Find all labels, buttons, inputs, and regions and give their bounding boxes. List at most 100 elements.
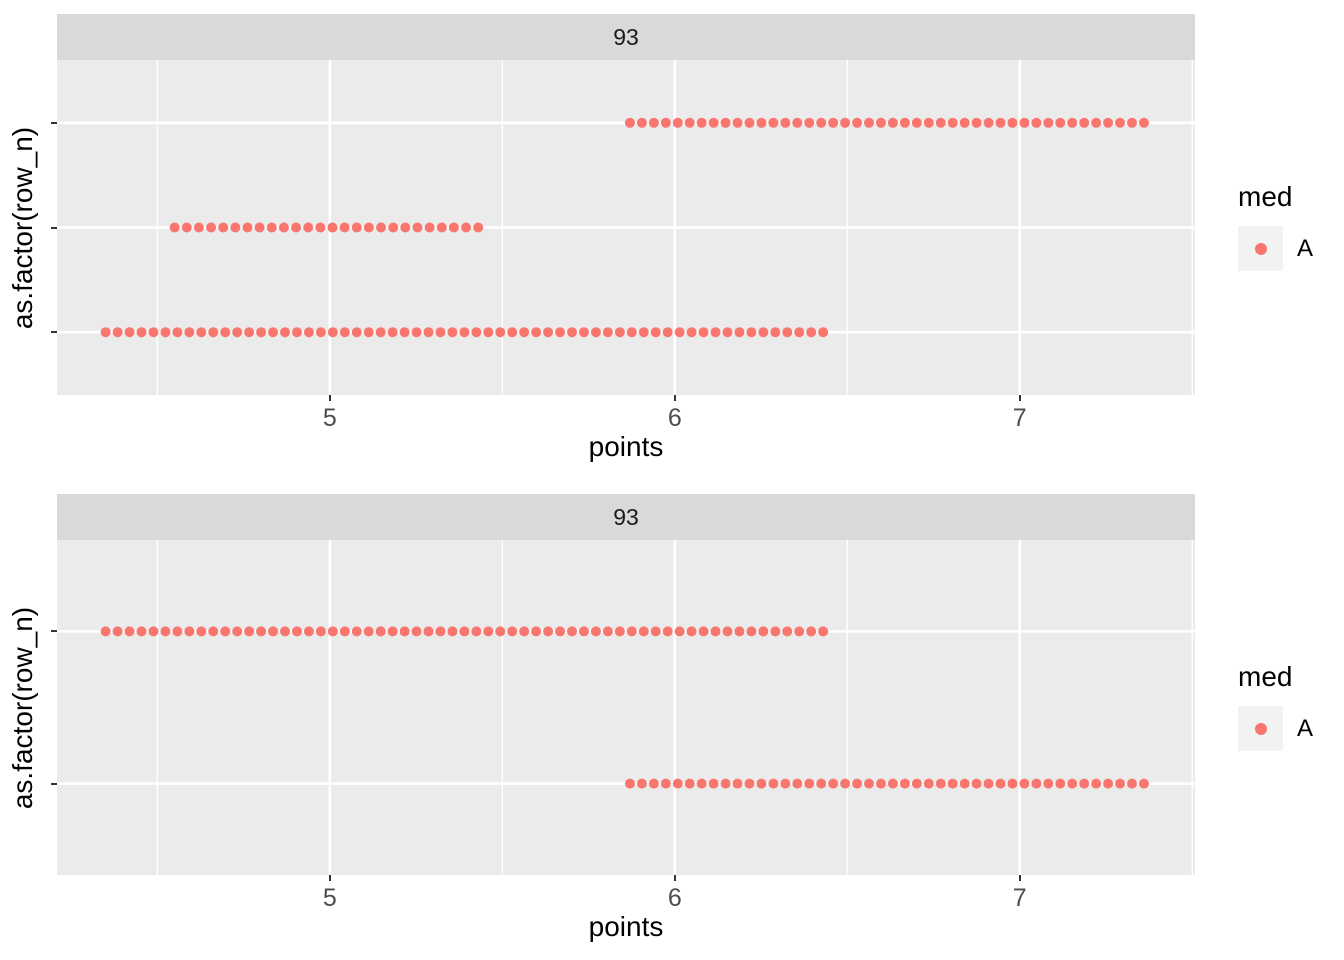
legend-title: med (1238, 181, 1293, 212)
data-point (351, 327, 362, 338)
data-point (983, 117, 994, 128)
data-point (578, 626, 589, 637)
data-point (995, 778, 1006, 789)
data-point (184, 626, 195, 637)
x-tick-mark (673, 395, 676, 401)
data-point (732, 778, 743, 789)
data-point (519, 327, 530, 338)
data-point (686, 327, 697, 338)
data-point (555, 626, 566, 637)
data-point (412, 222, 423, 233)
data-point (768, 778, 779, 789)
data-point (614, 626, 625, 637)
x-tick-mark (328, 875, 331, 881)
data-point (911, 778, 922, 789)
data-point (507, 626, 518, 637)
data-point (744, 778, 755, 789)
x-tick-label: 5 (322, 404, 337, 432)
data-point (169, 222, 180, 233)
data-point (399, 626, 410, 637)
data-point (828, 117, 839, 128)
data-point (732, 117, 743, 128)
data-point (840, 778, 851, 789)
data-point (770, 327, 781, 338)
y-axis-title: as.factor(row_n) (7, 126, 38, 330)
data-point (578, 327, 589, 338)
plot-area-svg (57, 60, 1195, 395)
data-point (744, 117, 755, 128)
data-point (136, 626, 147, 637)
data-point (112, 626, 123, 637)
data-point (935, 778, 946, 789)
data-point (471, 626, 482, 637)
x-axis-title: points (588, 431, 664, 462)
data-point (746, 626, 757, 637)
data-point (291, 327, 302, 338)
data-point (911, 117, 922, 128)
data-point (959, 778, 970, 789)
data-point (792, 778, 803, 789)
data-point (375, 626, 386, 637)
data-point (100, 327, 111, 338)
data-point (935, 117, 946, 128)
data-point (794, 327, 805, 338)
y-tick-mark (51, 630, 57, 633)
data-point (531, 327, 542, 338)
data-point (411, 626, 422, 637)
data-point (662, 626, 673, 637)
data-point (614, 327, 625, 338)
data-point (638, 626, 649, 637)
data-point (852, 778, 863, 789)
data-point (1031, 117, 1042, 128)
data-point (375, 327, 386, 338)
data-point (543, 327, 554, 338)
data-point (447, 626, 458, 637)
data-point (1126, 117, 1137, 128)
data-point (555, 327, 566, 338)
legend-item: A (1238, 226, 1313, 271)
data-point (602, 327, 613, 338)
data-point (672, 117, 683, 128)
data-point (124, 626, 135, 637)
data-point (280, 626, 291, 637)
data-point (423, 626, 434, 637)
data-point (971, 117, 982, 128)
data-point (303, 327, 314, 338)
data-point (792, 117, 803, 128)
data-point (734, 327, 745, 338)
data-point (291, 222, 302, 233)
data-point (206, 222, 217, 233)
data-point (672, 778, 683, 789)
data-point (624, 778, 635, 789)
data-point (1138, 778, 1149, 789)
data-point (184, 327, 195, 338)
data-point (590, 626, 601, 637)
data-point (818, 626, 829, 637)
data-point (626, 626, 637, 637)
data-point (268, 327, 279, 338)
data-point (710, 327, 721, 338)
data-point (923, 778, 934, 789)
data-point (875, 778, 886, 789)
data-point (436, 222, 447, 233)
x-tick-label: 7 (1012, 404, 1027, 432)
data-point (636, 117, 647, 128)
data-point (1043, 117, 1054, 128)
data-point (339, 626, 350, 637)
data-point (722, 626, 733, 637)
data-point (947, 117, 958, 128)
data-point (232, 327, 243, 338)
data-point (674, 626, 685, 637)
data-point (768, 117, 779, 128)
data-point (339, 327, 350, 338)
data-point (315, 626, 326, 637)
data-point (268, 626, 279, 637)
legend: med A (1238, 661, 1313, 751)
y-tick-mark (51, 331, 57, 334)
data-point (734, 626, 745, 637)
legend-title: med (1238, 661, 1293, 692)
plot-area-svg (57, 540, 1195, 875)
data-point (971, 778, 982, 789)
data-point (148, 626, 159, 637)
